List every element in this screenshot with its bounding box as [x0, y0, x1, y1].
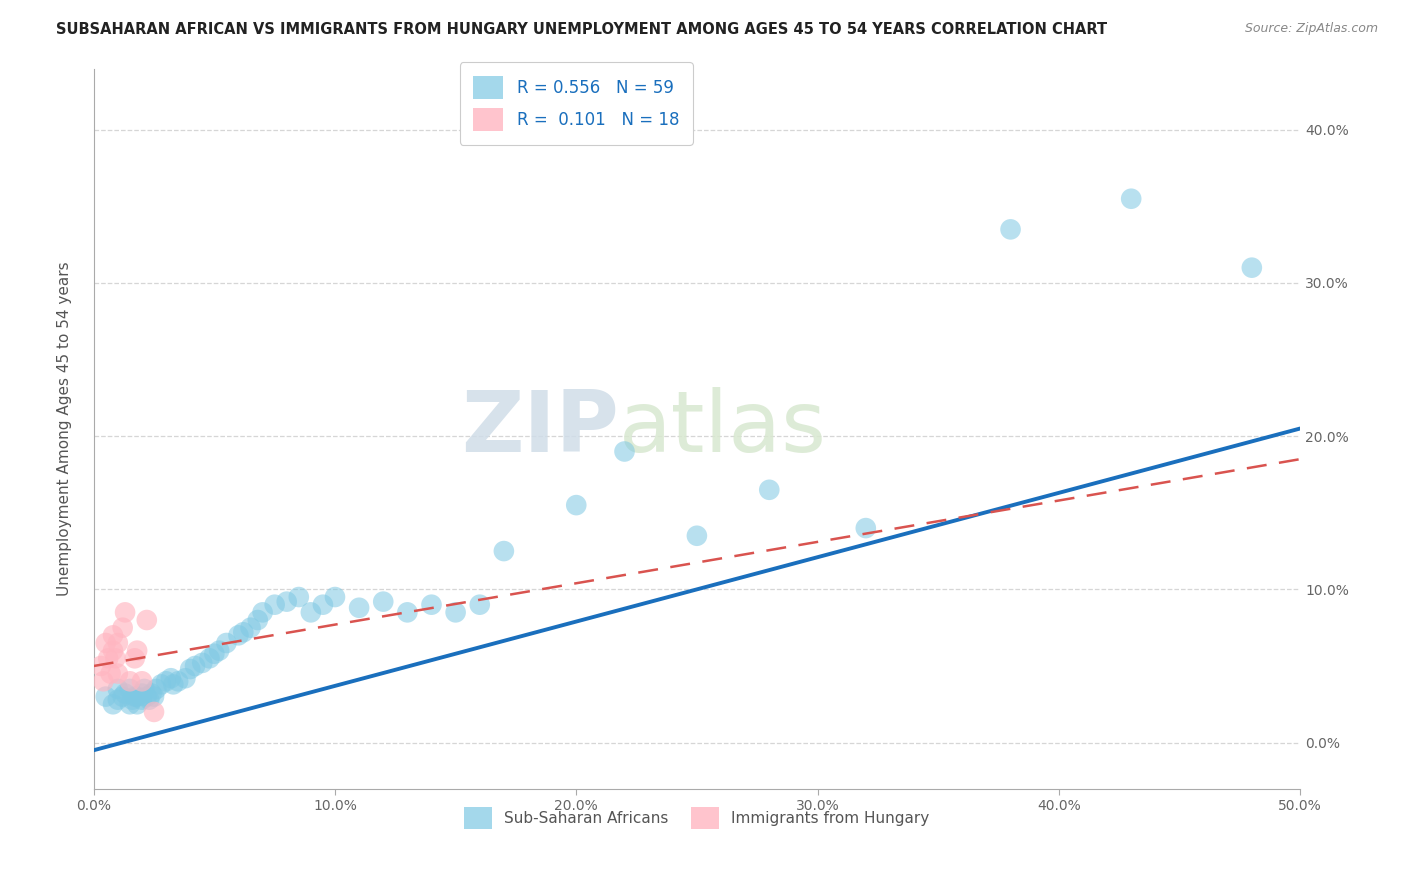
- Point: [97, 651, 120, 665]
- Point: [131, 674, 153, 689]
- Point: [127, 690, 149, 704]
- Point: [107, 666, 129, 681]
- Point: [167, 674, 190, 689]
- Point: [135, 613, 157, 627]
- Point: [468, 598, 491, 612]
- Point: [107, 692, 129, 706]
- Point: [228, 628, 250, 642]
- Point: [107, 681, 129, 696]
- Point: [107, 636, 129, 650]
- Point: [150, 677, 173, 691]
- Point: [155, 674, 177, 689]
- Point: [100, 666, 122, 681]
- Point: [373, 594, 395, 608]
- Point: [127, 698, 149, 712]
- Point: [184, 659, 207, 673]
- Point: [94, 636, 117, 650]
- Point: [104, 651, 127, 665]
- Legend: Sub-Saharan Africans, Immigrants from Hungary: Sub-Saharan Africans, Immigrants from Hu…: [458, 801, 935, 835]
- Point: [323, 590, 346, 604]
- Point: [131, 687, 153, 701]
- Point: [239, 621, 262, 635]
- Point: [114, 605, 136, 619]
- Point: [101, 628, 124, 642]
- Point: [1000, 222, 1022, 236]
- Point: [202, 647, 225, 661]
- Point: [114, 687, 136, 701]
- Point: [124, 651, 146, 665]
- Point: [111, 690, 134, 704]
- Point: [179, 662, 201, 676]
- Point: [101, 698, 124, 712]
- Point: [299, 605, 322, 619]
- Point: [134, 681, 156, 696]
- Point: [145, 681, 167, 696]
- Point: [347, 600, 370, 615]
- Point: [565, 498, 588, 512]
- Point: [232, 625, 254, 640]
- Text: atlas: atlas: [619, 387, 827, 470]
- Text: Source: ZipAtlas.com: Source: ZipAtlas.com: [1244, 22, 1378, 36]
- Point: [396, 605, 419, 619]
- Point: [118, 698, 141, 712]
- Point: [252, 605, 274, 619]
- Point: [208, 643, 231, 657]
- Point: [160, 671, 183, 685]
- Point: [420, 598, 443, 612]
- Point: [118, 674, 141, 689]
- Point: [124, 690, 146, 704]
- Point: [111, 621, 134, 635]
- Point: [135, 690, 157, 704]
- Point: [855, 521, 877, 535]
- Point: [141, 687, 163, 701]
- Point: [1121, 192, 1143, 206]
- Point: [143, 705, 166, 719]
- Point: [686, 529, 709, 543]
- Point: [215, 636, 238, 650]
- Y-axis label: Unemployment Among Ages 45 to 54 years: Unemployment Among Ages 45 to 54 years: [58, 261, 72, 596]
- Point: [143, 690, 166, 704]
- Point: [162, 677, 184, 691]
- Point: [288, 590, 311, 604]
- Point: [121, 692, 143, 706]
- Text: SUBSAHARAN AFRICAN VS IMMIGRANTS FROM HUNGARY UNEMPLOYMENT AMONG AGES 45 TO 54 Y: SUBSAHARAN AFRICAN VS IMMIGRANTS FROM HU…: [56, 22, 1108, 37]
- Point: [444, 605, 467, 619]
- Point: [246, 613, 269, 627]
- Point: [90, 659, 112, 673]
- Point: [138, 692, 160, 706]
- Point: [127, 643, 149, 657]
- Point: [94, 690, 117, 704]
- Point: [118, 681, 141, 696]
- Point: [1240, 260, 1263, 275]
- Point: [191, 656, 214, 670]
- Point: [263, 598, 285, 612]
- Point: [174, 671, 197, 685]
- Point: [198, 651, 221, 665]
- Point: [276, 594, 298, 608]
- Point: [101, 643, 124, 657]
- Point: [312, 598, 335, 612]
- Point: [131, 692, 153, 706]
- Text: ZIP: ZIP: [461, 387, 619, 470]
- Point: [613, 444, 636, 458]
- Point: [758, 483, 780, 497]
- Point: [492, 544, 515, 558]
- Point: [93, 674, 115, 689]
